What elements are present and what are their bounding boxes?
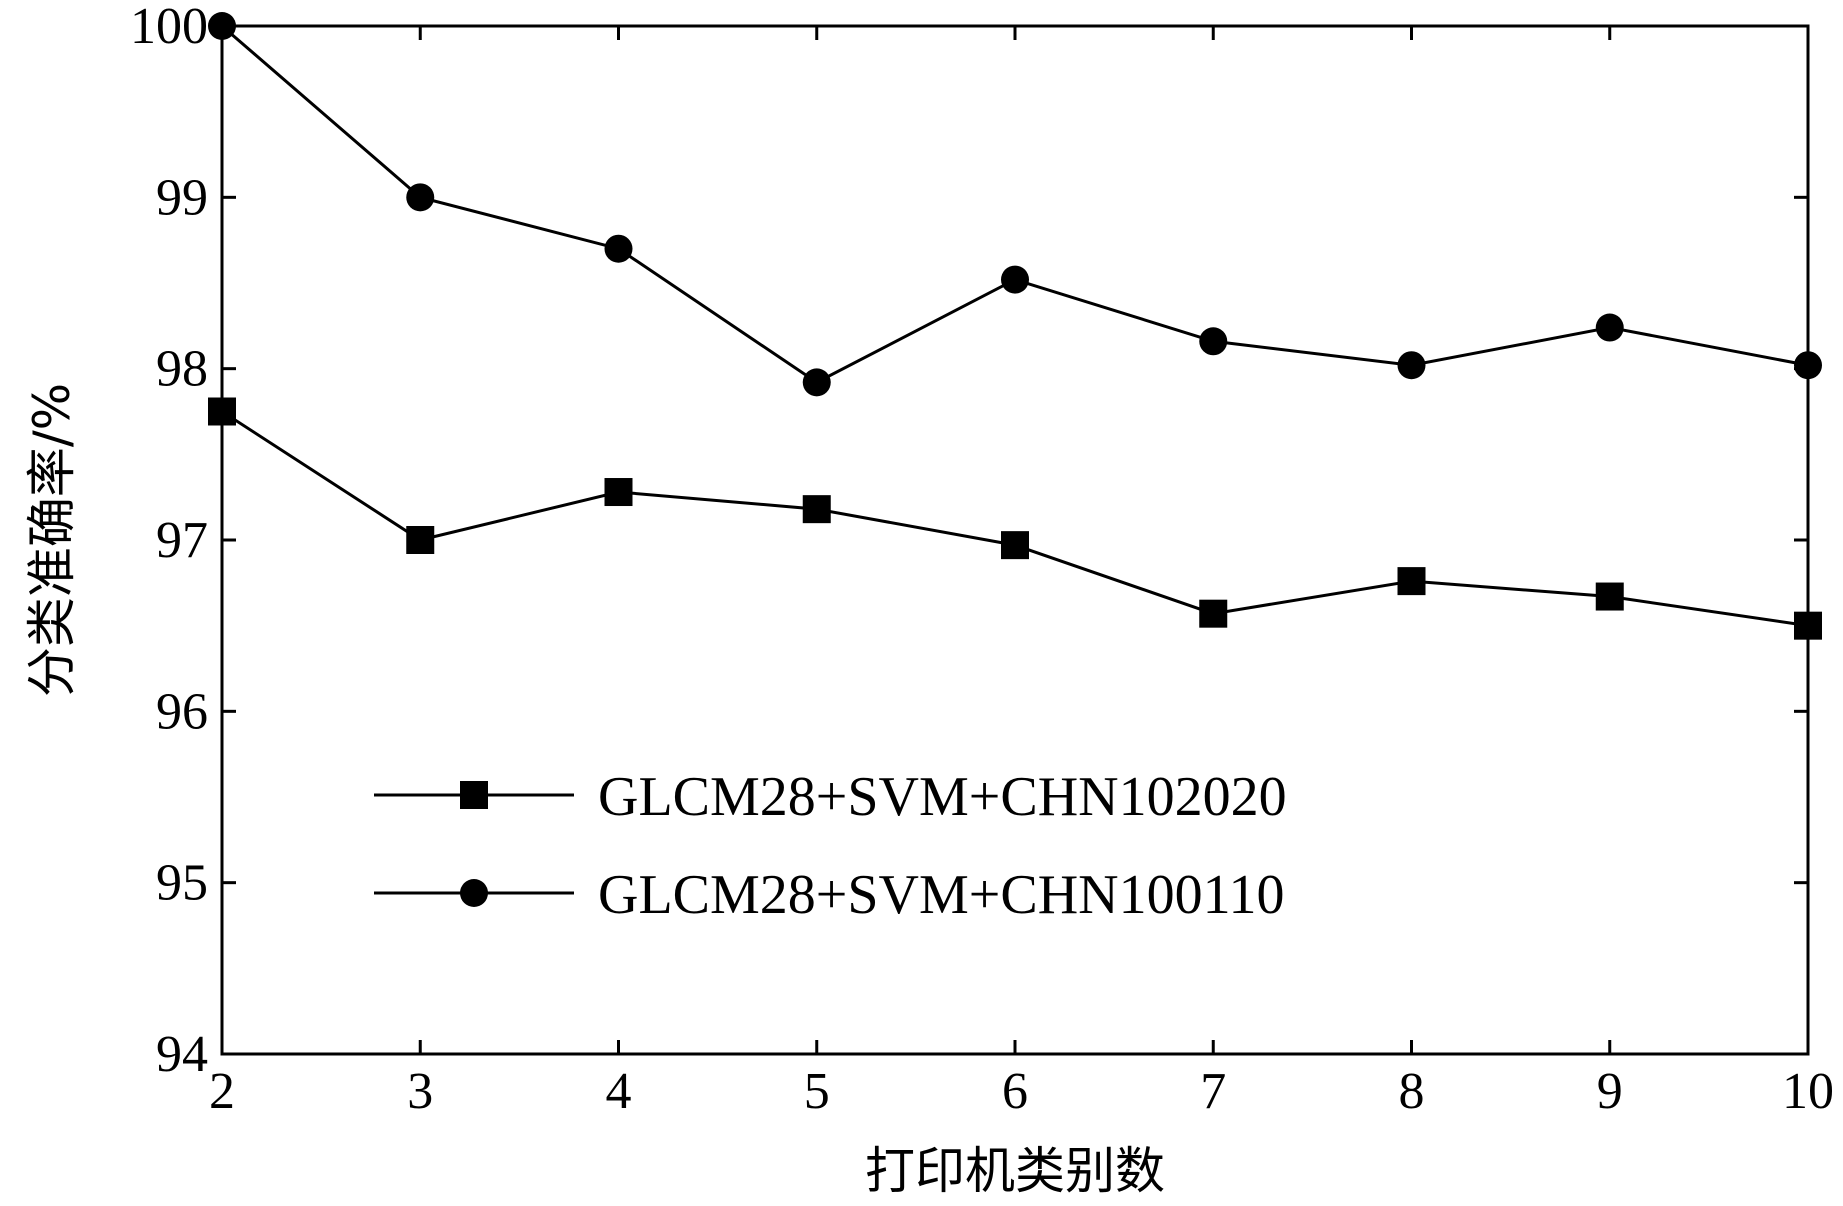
square-marker xyxy=(208,397,236,426)
circle-marker xyxy=(1794,351,1822,380)
series-group xyxy=(208,12,1822,640)
x-tick-label: 5 xyxy=(804,1063,830,1120)
y-tick-label: 100 xyxy=(130,0,208,55)
x-tick-label: 4 xyxy=(606,1063,632,1120)
y-axis-title: 分类准确率/% xyxy=(23,383,81,697)
y-tick-label: 96 xyxy=(156,683,208,740)
circle-marker xyxy=(1199,327,1228,356)
x-tick-label: 10 xyxy=(1782,1063,1834,1120)
x-axis-title: 打印机类别数 xyxy=(865,1142,1165,1200)
series-line xyxy=(221,410,1809,628)
x-tick-label: 3 xyxy=(407,1063,433,1120)
square-marker xyxy=(1397,567,1426,596)
series-1 xyxy=(208,397,1822,640)
x-tick-label: 9 xyxy=(1597,1063,1623,1120)
square-marker xyxy=(406,526,435,554)
square-marker xyxy=(1001,531,1029,560)
series-2 xyxy=(208,12,1822,397)
x-tick-label: 2 xyxy=(209,1063,235,1120)
legend-label: GLCM28+SVM+CHN102020 xyxy=(598,766,1287,828)
y-tick-label: 98 xyxy=(156,341,208,398)
y-tick-label: 94 xyxy=(156,1026,208,1083)
y-tick-label: 99 xyxy=(156,169,208,226)
legend-entry: GLCM28+SVM+CHN100110 xyxy=(374,864,1285,926)
circle-marker xyxy=(208,12,236,40)
legend-label: GLCM28+SVM+CHN100110 xyxy=(598,864,1285,926)
circle-marker xyxy=(802,368,831,397)
circle-marker xyxy=(604,234,633,263)
legend: GLCM28+SVM+CHN102020 GLCM28+SVM+CHN100110 xyxy=(374,766,1287,926)
y-tick-label: 95 xyxy=(156,855,208,912)
y-tick-label: 97 xyxy=(156,512,208,569)
legend-entry: GLCM28+SVM+CHN102020 xyxy=(374,766,1287,828)
square-marker xyxy=(604,478,633,507)
x-tick-label: 6 xyxy=(1002,1063,1028,1120)
square-marker xyxy=(1199,599,1228,628)
legend-marker xyxy=(460,879,488,907)
circle-marker xyxy=(1595,313,1624,342)
square-marker xyxy=(1794,611,1822,640)
square-marker xyxy=(1595,582,1624,611)
square-marker xyxy=(802,495,831,524)
axes: 2 3 4 5 6 7 8 9 10 94 95 96 97 98 99 100 xyxy=(130,0,1834,1120)
circle-marker xyxy=(1397,351,1426,380)
x-tick-label: 8 xyxy=(1399,1063,1425,1120)
legend-marker xyxy=(460,781,488,809)
x-tick-label: 7 xyxy=(1200,1063,1226,1120)
circle-marker xyxy=(1001,265,1029,294)
circle-marker xyxy=(406,183,435,212)
series-line xyxy=(221,24,1809,385)
